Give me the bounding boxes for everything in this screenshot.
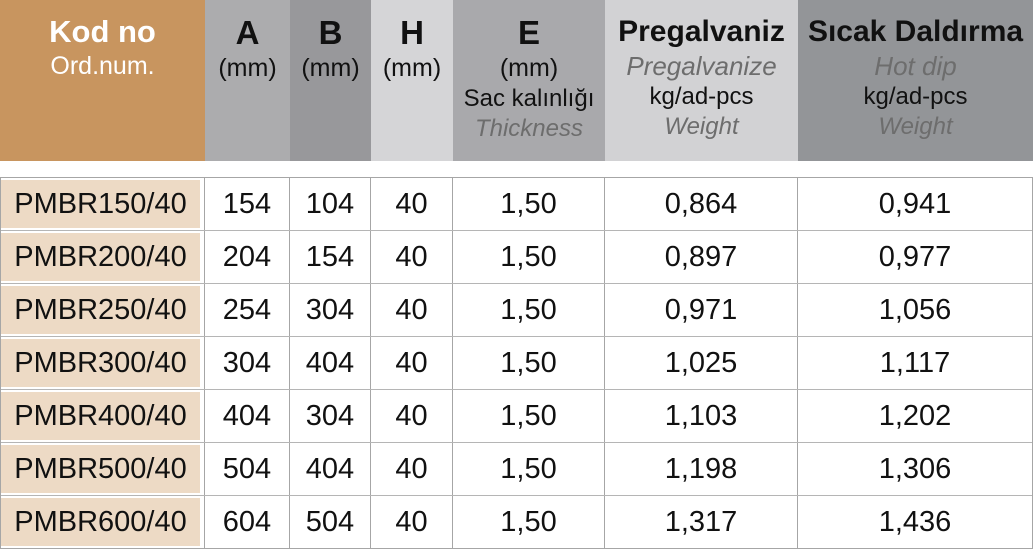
code-value: PMBR200/40	[1, 233, 200, 281]
hotdip-weight-cell: 1,056	[798, 284, 1032, 336]
code-cell: PMBR250/40	[1, 284, 205, 336]
code-value: PMBR500/40	[1, 445, 200, 493]
b-cell: 404	[290, 337, 371, 389]
table-row: PMBR600/40 604 504 40 1,50 1,317 1,436	[1, 496, 1032, 548]
b-cell: 154	[290, 231, 371, 283]
h-cell: 40	[371, 390, 453, 442]
header-pregalvaniz-alt: Pregalvanize	[626, 51, 777, 81]
hotdip-weight-cell: 1,436	[798, 496, 1032, 548]
pregalvaniz-weight-cell: 0,864	[605, 178, 798, 230]
h-cell: 40	[371, 337, 453, 389]
b-cell: 304	[290, 284, 371, 336]
e-cell: 1,50	[453, 231, 605, 283]
a-cell: 204	[205, 231, 290, 283]
table-header-row: Kod no Ord.num. A (mm) B (mm) H (mm) E (…	[0, 0, 1033, 161]
header-col-pregalvaniz: Pregalvaniz Pregalvanize kg/ad-pcs Weigh…	[605, 0, 798, 161]
b-cell: 404	[290, 443, 371, 495]
a-cell: 504	[205, 443, 290, 495]
header-col-e-thickness-tr: Sac kalınlığı	[463, 85, 595, 112]
code-cell: PMBR400/40	[1, 390, 205, 442]
b-cell: 504	[290, 496, 371, 548]
hotdip-weight-cell: 0,941	[798, 178, 1032, 230]
code-cell: PMBR200/40	[1, 231, 205, 283]
table-row: PMBR500/40 504 404 40 1,50 1,198 1,306	[1, 443, 1032, 496]
header-sicak-unit: kg/ad-pcs	[863, 83, 968, 110]
code-cell: PMBR600/40	[1, 496, 205, 548]
header-sicak-title: Sıcak Daldırma	[807, 15, 1024, 48]
header-col-h-title: H	[400, 14, 424, 51]
pregalvaniz-weight-cell: 1,198	[605, 443, 798, 495]
pregalvaniz-weight-cell: 0,971	[605, 284, 798, 336]
header-col-h-unit: (mm)	[382, 54, 442, 82]
header-kod-no-subtitle: Ord.num.	[50, 52, 155, 80]
code-cell: PMBR300/40	[1, 337, 205, 389]
b-cell: 104	[290, 178, 371, 230]
e-cell: 1,50	[453, 284, 605, 336]
code-cell: PMBR150/40	[1, 178, 205, 230]
header-col-b-unit: (mm)	[301, 54, 360, 82]
table-row: PMBR250/40 254 304 40 1,50 0,971 1,056	[1, 284, 1032, 337]
hotdip-weight-cell: 1,306	[798, 443, 1032, 495]
table-row: PMBR150/40 154 104 40 1,50 0,864 0,941	[1, 178, 1032, 231]
a-cell: 254	[205, 284, 290, 336]
e-cell: 1,50	[453, 178, 605, 230]
a-cell: 404	[205, 390, 290, 442]
hotdip-weight-cell: 0,977	[798, 231, 1032, 283]
header-kod-no: Kod no Ord.num.	[0, 0, 205, 161]
header-col-sicak-daldirma: Sıcak Daldırma Hot dip kg/ad-pcs Weight	[798, 0, 1033, 161]
header-col-h: H (mm)	[371, 0, 453, 161]
pregalvaniz-weight-cell: 0,897	[605, 231, 798, 283]
h-cell: 40	[371, 284, 453, 336]
header-col-b-title: B	[318, 14, 343, 51]
header-col-a: A (mm)	[205, 0, 290, 161]
a-cell: 304	[205, 337, 290, 389]
e-cell: 1,50	[453, 337, 605, 389]
code-value: PMBR600/40	[1, 498, 200, 546]
header-pregalvaniz-weight: Weight	[664, 113, 739, 140]
a-cell: 604	[205, 496, 290, 548]
code-value: PMBR400/40	[1, 392, 200, 440]
e-cell: 1,50	[453, 443, 605, 495]
code-value: PMBR250/40	[1, 286, 200, 334]
header-sicak-weight: Weight	[878, 113, 953, 140]
e-cell: 1,50	[453, 496, 605, 548]
e-cell: 1,50	[453, 390, 605, 442]
header-col-b: B (mm)	[290, 0, 371, 161]
h-cell: 40	[371, 496, 453, 548]
hotdip-weight-cell: 1,117	[798, 337, 1032, 389]
header-sicak-alt: Hot dip	[874, 51, 957, 81]
header-col-e-title: E	[517, 14, 540, 51]
table-row: PMBR300/40 304 404 40 1,50 1,025 1,117	[1, 337, 1032, 390]
header-col-e-unit: (mm)	[499, 54, 559, 82]
h-cell: 40	[371, 178, 453, 230]
header-pregalvaniz-unit: kg/ad-pcs	[649, 83, 754, 110]
table-row: PMBR400/40 404 304 40 1,50 1,103 1,202	[1, 390, 1032, 443]
header-body-gap	[0, 161, 1033, 177]
code-value: PMBR150/40	[1, 180, 200, 228]
h-cell: 40	[371, 231, 453, 283]
h-cell: 40	[371, 443, 453, 495]
code-value: PMBR300/40	[1, 339, 200, 387]
a-cell: 154	[205, 178, 290, 230]
hotdip-weight-cell: 1,202	[798, 390, 1032, 442]
code-cell: PMBR500/40	[1, 443, 205, 495]
header-col-e: E (mm) Sac kalınlığı Thickness	[453, 0, 605, 161]
pregalvaniz-weight-cell: 1,317	[605, 496, 798, 548]
header-col-a-unit: (mm)	[218, 54, 277, 82]
pregalvaniz-weight-cell: 1,025	[605, 337, 798, 389]
header-col-a-title: A	[235, 14, 260, 51]
table-row: PMBR200/40 204 154 40 1,50 0,897 0,977	[1, 231, 1032, 284]
header-col-e-thickness-en: Thickness	[474, 115, 584, 142]
data-table: PMBR150/40 154 104 40 1,50 0,864 0,941 P…	[0, 177, 1033, 549]
header-pregalvaniz-title: Pregalvaniz	[618, 15, 785, 48]
header-kod-no-title: Kod no	[49, 14, 156, 49]
b-cell: 304	[290, 390, 371, 442]
pregalvaniz-weight-cell: 1,103	[605, 390, 798, 442]
